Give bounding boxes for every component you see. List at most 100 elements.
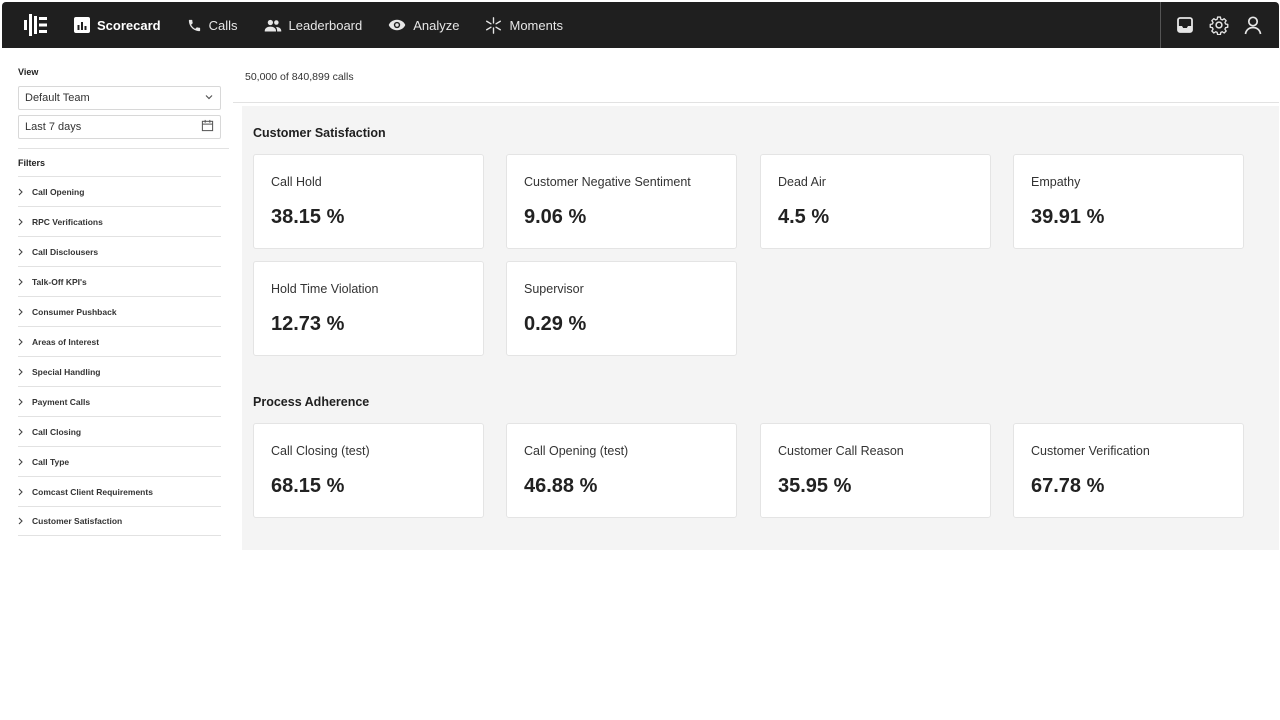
metric-value: 35.95 % [778,475,852,497]
chevron-right-icon [18,368,24,376]
metric-label: Hold Time Violation [271,282,379,296]
nav-calls[interactable]: Calls [187,2,238,48]
nav-scorecard-label: Scorecard [97,17,161,33]
nav-leaderboard-label: Leaderboard [288,17,363,33]
filter-label: Special Handling [32,366,101,377]
metric-label: Call Opening (test) [524,444,629,458]
filter-consumer-pushback[interactable]: Consumer Pushback [18,296,221,326]
filter-payment-calls[interactable]: Payment Calls [18,386,221,416]
filter-label: Call Type [32,456,70,467]
metric-card-customer-negative-sentiment[interactable]: Customer Negative Sentiment 9.06 % [506,154,737,249]
sidebar-divider [18,148,229,149]
filter-label: Call Closing [32,426,82,437]
chevron-right-icon [18,338,24,346]
filter-label: Payment Calls [32,396,91,407]
chevron-right-icon [18,188,24,196]
metric-card-empathy[interactable]: Empathy 39.91 % [1013,154,1244,249]
metric-label: Call Closing (test) [271,444,370,458]
metric-value: 12.73 % [271,313,345,335]
metric-label: Customer Call Reason [778,444,904,458]
metric-label: Dead Air [778,175,826,189]
chevron-right-icon [18,488,24,496]
filter-customer-satisfaction[interactable]: Customer Satisfaction [18,506,221,536]
chevron-right-icon [18,428,24,436]
sidebar: View Default Team Last 7 days Filters Ca… [18,60,229,536]
nav-scorecard[interactable]: Scorecard [74,2,161,48]
metric-value: 4.5 % [778,206,830,228]
filter-label: Comcast Client Requirements [32,486,153,497]
filter-call-closing[interactable]: Call Closing [18,416,221,446]
header-divider [233,102,1279,103]
metric-card-call-closing-test[interactable]: Call Closing (test) 68.15 % [253,423,484,518]
gear-icon[interactable] [1209,15,1229,35]
chevron-right-icon [18,218,24,226]
user-icon[interactable] [1243,15,1263,35]
metric-value: 39.91 % [1031,206,1105,228]
chevron-down-icon [204,92,214,105]
eye-icon [388,18,406,32]
chevron-right-icon [18,517,24,525]
nav-moments[interactable]: Moments [485,2,563,48]
filter-call-opening[interactable]: Call Opening [18,176,221,206]
filter-areas-of-interest[interactable]: Areas of Interest [18,326,221,356]
metric-label: Customer Verification [1031,444,1150,458]
metric-label: Empathy [1031,175,1081,189]
section-title-customer-satisfaction: Customer Satisfaction [253,126,386,140]
metric-label: Customer Negative Sentiment [524,175,691,189]
chevron-right-icon [18,458,24,466]
nav-moments-label: Moments [509,17,563,33]
filter-label: Consumer Pushback [32,306,117,317]
metric-card-call-hold[interactable]: Call Hold 38.15 % [253,154,484,249]
top-nav-bar: Scorecard Calls Leaderboard Analyze Mome… [2,2,1279,48]
section-title-process-adherence: Process Adherence [253,395,370,409]
metric-value: 38.15 % [271,206,345,228]
metric-card-hold-time-violation[interactable]: Hold Time Violation 12.73 % [253,261,484,356]
topbar-actions [1160,2,1279,48]
metric-card-supervisor[interactable]: Supervisor 0.29 % [506,261,737,356]
calendar-icon [201,119,214,135]
metric-label: Supervisor [524,282,584,296]
view-label: View [18,67,39,77]
chevron-right-icon [18,308,24,316]
filter-talk-off-kpis[interactable]: Talk-Off KPI's [18,266,221,296]
team-select-value: Default Team [25,92,90,104]
app-logo-icon[interactable] [22,11,50,39]
filter-label: RPC Verifications [32,216,103,227]
filter-label: Call Disclousers [32,246,99,257]
team-select[interactable]: Default Team [18,86,221,110]
date-range-value: Last 7 days [25,121,82,133]
inbox-icon[interactable] [1175,15,1195,35]
filter-label: Customer Satisfaction [32,516,123,526]
metric-card-dead-air[interactable]: Dead Air 4.5 % [760,154,991,249]
filter-call-type[interactable]: Call Type [18,446,221,476]
filter-comcast-client-requirements[interactable]: Comcast Client Requirements [18,476,221,506]
metric-label: Call Hold [271,175,322,189]
filter-label: Talk-Off KPI's [32,276,87,287]
metric-card-customer-verification[interactable]: Customer Verification 67.78 % [1013,423,1244,518]
filter-label: Areas of Interest [32,336,100,347]
filter-special-handling[interactable]: Special Handling [18,356,221,386]
nav-analyze-label: Analyze [413,17,460,33]
metric-value: 9.06 % [524,206,587,228]
nav-calls-label: Calls [208,17,238,33]
scorecard-icon [74,17,90,33]
call-count: 50,000 of 840,899 calls [245,71,354,83]
metric-card-call-opening-test[interactable]: Call Opening (test) 46.88 % [506,423,737,518]
chevron-right-icon [18,398,24,406]
people-icon [264,18,282,33]
phone-icon [187,18,202,33]
metric-card-customer-call-reason[interactable]: Customer Call Reason 35.95 % [760,423,991,518]
nav-leaderboard[interactable]: Leaderboard [264,2,363,48]
sparkle-icon [485,16,502,34]
filter-label: Call Opening [32,186,85,197]
metric-value: 46.88 % [524,475,598,497]
filter-call-disclousers[interactable]: Call Disclousers [18,236,221,266]
date-range-select[interactable]: Last 7 days [18,115,221,139]
metric-value: 67.78 % [1031,475,1105,497]
metric-value: 68.15 % [271,475,345,497]
nav-analyze[interactable]: Analyze [388,2,459,48]
filter-rpc-verifications[interactable]: RPC Verifications [18,206,221,236]
metric-value: 0.29 % [524,313,587,335]
filter-list: Call Opening RPC Verifications Call Disc… [18,176,221,536]
chevron-right-icon [18,248,24,256]
